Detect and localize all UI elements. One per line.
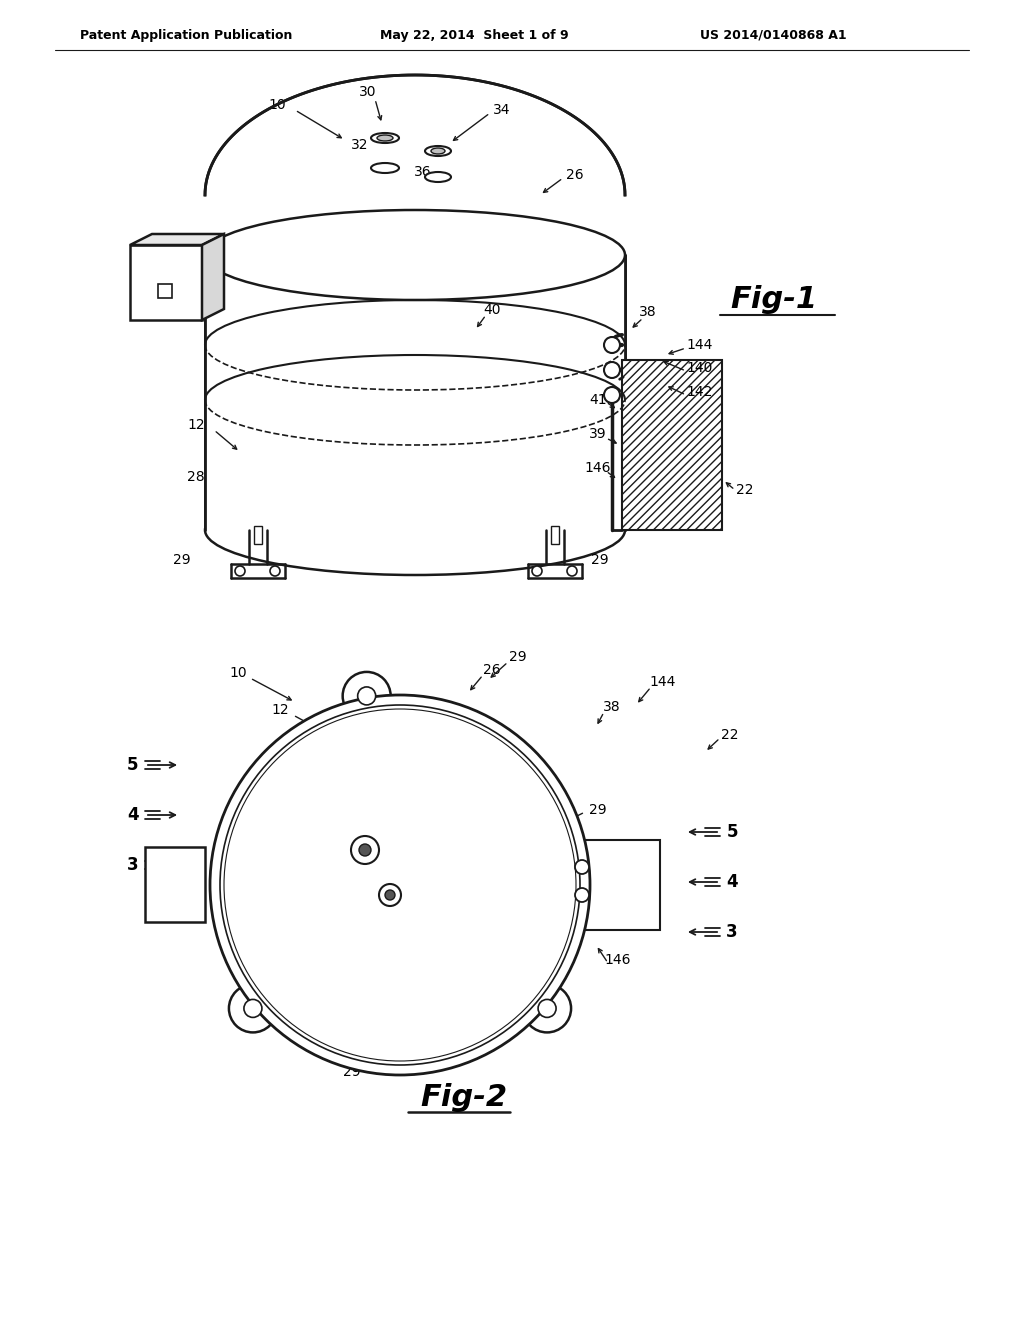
Text: 144: 144 — [650, 675, 676, 689]
Polygon shape — [205, 255, 625, 531]
Bar — [585, 840, 660, 931]
Text: 12: 12 — [187, 418, 205, 432]
Circle shape — [234, 566, 245, 576]
Circle shape — [244, 999, 262, 1018]
Text: 30: 30 — [339, 833, 356, 847]
Ellipse shape — [205, 484, 625, 576]
Text: 5: 5 — [726, 822, 737, 841]
Text: 26: 26 — [566, 168, 584, 182]
Text: 3: 3 — [726, 923, 738, 941]
Text: 29: 29 — [589, 803, 607, 817]
Text: 146: 146 — [605, 953, 631, 968]
Text: 36: 36 — [414, 165, 432, 180]
Circle shape — [532, 566, 542, 576]
Text: 26: 26 — [483, 663, 501, 677]
Circle shape — [343, 672, 391, 719]
Text: 38: 38 — [639, 305, 656, 319]
Circle shape — [359, 843, 371, 855]
Text: May 22, 2014  Sheet 1 of 9: May 22, 2014 Sheet 1 of 9 — [380, 29, 568, 41]
Circle shape — [575, 888, 589, 902]
Text: 142: 142 — [687, 385, 713, 399]
Text: 4: 4 — [726, 873, 738, 891]
Circle shape — [379, 884, 401, 906]
Text: 32: 32 — [351, 139, 369, 152]
Text: 10: 10 — [229, 667, 247, 680]
Text: 12: 12 — [271, 704, 289, 717]
Text: 4: 4 — [127, 807, 139, 824]
Text: 29: 29 — [591, 553, 609, 568]
Text: 38: 38 — [603, 700, 621, 714]
Text: 41: 41 — [589, 393, 607, 407]
Bar — [622, 360, 722, 531]
Text: Fig-1: Fig-1 — [730, 285, 817, 314]
Polygon shape — [130, 246, 202, 319]
Circle shape — [210, 696, 590, 1074]
Text: 34: 34 — [351, 913, 369, 927]
Text: 22: 22 — [721, 729, 738, 742]
Ellipse shape — [425, 147, 451, 156]
Circle shape — [523, 985, 571, 1032]
Text: US 2014/0140868 A1: US 2014/0140868 A1 — [700, 29, 847, 41]
Text: 146: 146 — [585, 461, 611, 475]
Text: Fig-2: Fig-2 — [420, 1084, 507, 1113]
Bar — [551, 525, 559, 544]
Text: 29: 29 — [509, 649, 526, 664]
Ellipse shape — [377, 135, 393, 141]
Circle shape — [538, 999, 556, 1018]
Text: 22: 22 — [736, 483, 754, 498]
Text: 140: 140 — [687, 360, 713, 375]
Text: 34: 34 — [494, 103, 511, 117]
Ellipse shape — [425, 172, 451, 182]
Text: 29: 29 — [173, 553, 190, 568]
Text: 3: 3 — [127, 855, 139, 874]
Ellipse shape — [371, 162, 399, 173]
Text: 39: 39 — [589, 426, 607, 441]
Polygon shape — [205, 75, 625, 255]
Circle shape — [229, 985, 276, 1032]
Circle shape — [604, 337, 620, 352]
Circle shape — [575, 861, 589, 874]
Circle shape — [357, 686, 376, 705]
Polygon shape — [202, 234, 224, 319]
Polygon shape — [130, 234, 224, 246]
Bar — [254, 525, 262, 544]
Text: 29: 29 — [343, 1065, 360, 1078]
Text: 28: 28 — [187, 470, 205, 484]
Circle shape — [351, 836, 379, 865]
Circle shape — [270, 566, 280, 576]
Text: 10: 10 — [268, 98, 286, 112]
Circle shape — [604, 387, 620, 403]
Bar — [145, 847, 205, 921]
Text: 5: 5 — [127, 756, 138, 774]
Text: 40: 40 — [483, 304, 501, 317]
Text: Patent Application Publication: Patent Application Publication — [80, 29, 293, 41]
Circle shape — [385, 890, 395, 900]
Ellipse shape — [371, 133, 399, 143]
Text: 39: 39 — [609, 888, 627, 902]
Ellipse shape — [431, 148, 445, 154]
Bar — [158, 284, 172, 298]
Text: 144: 144 — [687, 338, 713, 352]
Text: 30: 30 — [359, 84, 377, 99]
Circle shape — [604, 362, 620, 378]
Circle shape — [567, 566, 577, 576]
